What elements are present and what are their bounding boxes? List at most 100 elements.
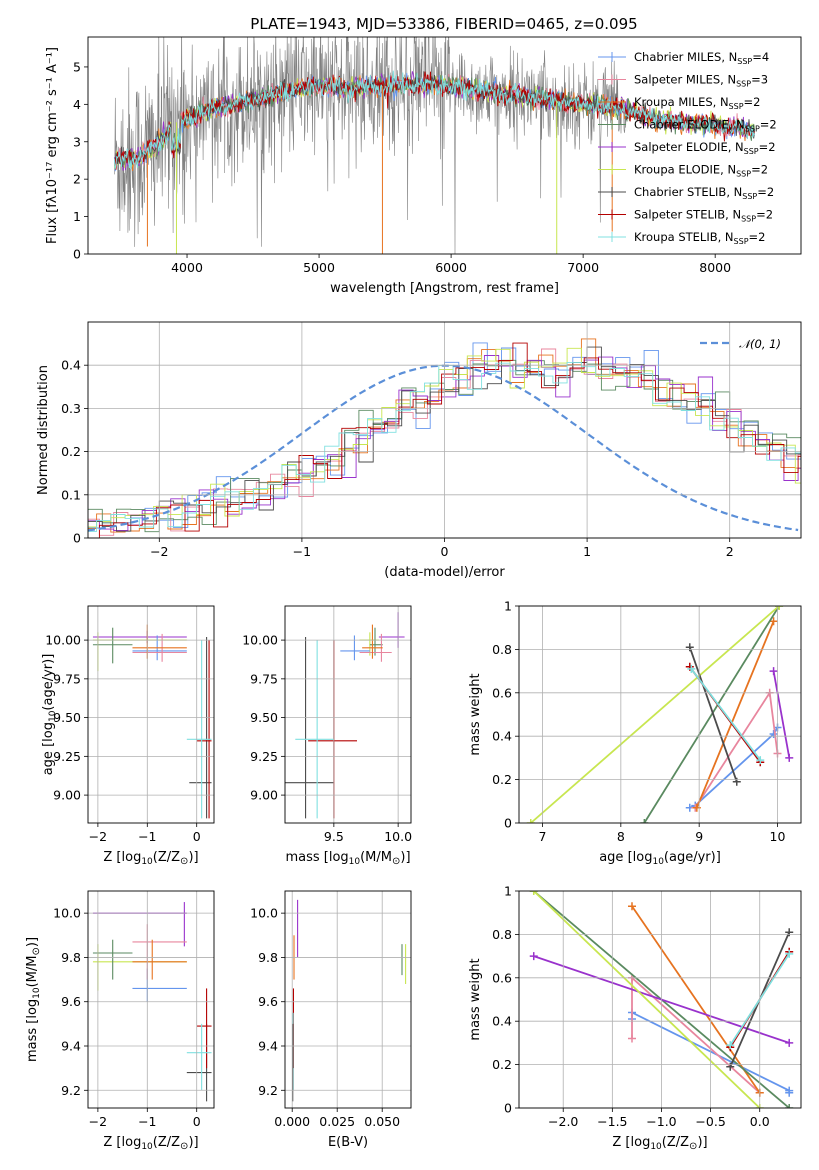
panel-spectrum: PLATE=1943, MJD=53386, FIBERID=0465, z=0…	[45, 15, 802, 296]
x-tick-label: 9.5	[324, 829, 344, 844]
y-tick-label: 0.2	[61, 444, 81, 459]
legend-entry-label: Salpeter MILES, NSSP=3	[634, 73, 768, 89]
plus-marker	[526, 819, 535, 823]
plus-marker	[687, 664, 696, 673]
x-tick-label: −1.0	[646, 1114, 676, 1129]
legend-entry-label: 𝒩(0, 1)	[739, 337, 781, 351]
x-tick-label: −0.5	[695, 1114, 725, 1129]
plot-area	[92, 624, 212, 819]
y-tick-label: 5	[73, 59, 81, 74]
x-tick-label: −2	[89, 829, 107, 844]
legend-entry-label: Salpeter STELIB, NSSP=2	[634, 208, 773, 224]
plot-area	[113, 37, 755, 254]
y-tick-label: 1	[504, 599, 512, 614]
plus-marker	[769, 617, 778, 626]
y-tick-label: 9.4	[258, 1039, 278, 1054]
y-tick-label: 0.6	[492, 685, 512, 700]
panel-mass-vs-Z: −2 −1 0 9.2 9.4 9.6 9.8 10.0 Z [log10(Z/Z⊙)] mass…	[25, 890, 215, 1152]
axes-frame	[518, 605, 802, 824]
plot-area	[292, 899, 407, 1102]
x-axis-label: wavelength [Angstrom, rest frame]	[330, 281, 559, 296]
y-tick-label: 9.00	[53, 788, 81, 803]
axes-frame	[284, 605, 412, 824]
mass-weight-line	[530, 606, 780, 823]
panel-mass-weight-vs-Z: −2.0 −1.5 −1.0 −0.5 0.0 0 0.2 0.4 0.6 0.8 1 Z [log1…	[468, 884, 802, 1152]
gaussian-reference-curve	[88, 364, 799, 532]
mass-weight-line	[772, 670, 791, 759]
plus-marker	[785, 753, 794, 762]
spectrum-title: PLATE=1943, MJD=53386, FIBERID=0465, z=0…	[250, 15, 637, 33]
legend-entry-label: Kroupa STELIB, NSSP=2	[634, 230, 765, 246]
y-axis-label: mass [log10(M/M⊙)]	[25, 937, 42, 1062]
x-tick-label: 10.0	[384, 829, 412, 844]
mass-weight-line	[631, 905, 761, 1094]
y-tick-label: 9.00	[250, 788, 278, 803]
x-tick-label: −1	[138, 829, 156, 844]
x-tick-label: 0.025	[319, 1114, 355, 1129]
legend-entry-label: Chabrier STELIB, NSSP=2	[634, 185, 774, 201]
plus-marker	[785, 928, 794, 937]
y-axis-label: Flux [fλ10⁻¹⁷ erg cm⁻² s⁻¹ A⁻¹]	[45, 47, 60, 244]
x-tick-label: −2	[89, 1114, 107, 1129]
model-spectrum-line	[113, 70, 755, 170]
y-tick-label: 4	[73, 97, 81, 112]
plus-marker	[726, 1041, 735, 1050]
plus-marker	[732, 777, 741, 786]
y-tick-label: 10.0	[53, 906, 81, 921]
y-tick-label: 9.75	[53, 671, 81, 686]
residual-histogram	[88, 342, 801, 538]
y-tick-label: 0.4	[492, 1014, 512, 1029]
mass-weight-line	[631, 975, 761, 1094]
residual-histogram	[88, 359, 801, 533]
y-tick-label: 10.00	[45, 633, 81, 648]
x-tick-label: 6000	[435, 260, 467, 275]
residual-histogram	[88, 361, 801, 532]
y-tick-label: 9.2	[61, 1083, 81, 1098]
y-tick-label: 0	[73, 531, 81, 546]
mass-weight-line	[689, 727, 779, 809]
mass-weight-line	[533, 891, 761, 1108]
x-axis-label: age [log10(age/yr)]	[599, 850, 721, 867]
x-tick-label: 4000	[171, 260, 203, 275]
legend-entry-label: Kroupa ELODIE, NSSP=2	[634, 163, 768, 179]
x-axis-label: Z [log10(Z/Z⊙)]	[103, 850, 198, 867]
x-tick-label: 0.0	[750, 1114, 770, 1129]
axes-frame	[87, 890, 215, 1109]
y-tick-label: 0	[73, 247, 81, 262]
x-axis-label: Z [log10(Z/Z⊙)]	[103, 1135, 198, 1152]
y-tick-label: 0.3	[61, 401, 81, 416]
plus-marker	[769, 730, 778, 739]
plus-marker	[726, 1062, 735, 1071]
y-tick-label: 9.25	[53, 749, 81, 764]
x-tick-label: 0	[193, 829, 201, 844]
axes-frame	[87, 321, 802, 539]
panel-age-vs-Z: −2 −1 0 9.00 9.25 9.50 9.75 10.00 Z [log10(Z/Z⊙)…	[41, 605, 215, 867]
plot-area	[88, 338, 801, 538]
x-tick-label: 0	[193, 1114, 201, 1129]
mass-weight-line	[688, 646, 738, 783]
axes-frame	[518, 890, 802, 1109]
y-axis-label: mass weight	[468, 673, 483, 755]
y-tick-label: 0.8	[492, 642, 512, 657]
x-axis-label: (data-model)/error	[384, 565, 505, 580]
y-tick-label: 0.2	[492, 772, 512, 787]
observed-spectrum-line	[114, 37, 627, 254]
plus-marker	[785, 949, 794, 958]
axes-frame	[284, 890, 412, 1109]
x-tick-label: 0.000	[274, 1114, 310, 1129]
x-axis-label: Z [log10(Z/Z⊙)]	[612, 1135, 707, 1152]
plot-area	[526, 606, 794, 823]
y-tick-label: 0.4	[61, 358, 81, 373]
x-tick-label: 7000	[567, 260, 599, 275]
x-tick-label: −1.5	[597, 1114, 627, 1129]
x-tick-label: 0	[441, 544, 449, 559]
residual-histogram	[88, 338, 801, 533]
x-tick-label: 8000	[699, 260, 731, 275]
x-tick-label: 7	[539, 829, 547, 844]
y-tick-label: 2	[73, 172, 81, 187]
x-tick-label: −2	[150, 544, 168, 559]
y-tick-label: 10.0	[250, 906, 278, 921]
x-axis-label: mass [log10(M/M⊙)]	[285, 850, 410, 867]
x-tick-label: 9	[695, 829, 703, 844]
